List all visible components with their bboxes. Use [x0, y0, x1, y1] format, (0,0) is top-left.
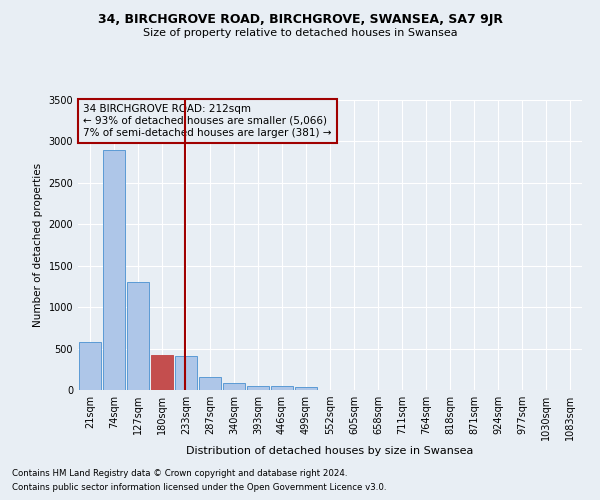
Text: 34, BIRCHGROVE ROAD, BIRCHGROVE, SWANSEA, SA7 9JR: 34, BIRCHGROVE ROAD, BIRCHGROVE, SWANSEA… — [97, 12, 503, 26]
Bar — [271, 386, 293, 390]
Bar — [175, 356, 197, 390]
Bar — [79, 342, 101, 390]
X-axis label: Distribution of detached houses by size in Swansea: Distribution of detached houses by size … — [187, 446, 473, 456]
Text: Size of property relative to detached houses in Swansea: Size of property relative to detached ho… — [143, 28, 457, 38]
Bar — [199, 376, 221, 390]
Text: Contains HM Land Registry data © Crown copyright and database right 2024.: Contains HM Land Registry data © Crown c… — [12, 468, 347, 477]
Y-axis label: Number of detached properties: Number of detached properties — [33, 163, 43, 327]
Text: Contains public sector information licensed under the Open Government Licence v3: Contains public sector information licen… — [12, 484, 386, 492]
Bar — [247, 386, 269, 390]
Bar — [223, 384, 245, 390]
Bar — [127, 282, 149, 390]
Bar — [103, 150, 125, 390]
Bar — [295, 386, 317, 390]
Text: 34 BIRCHGROVE ROAD: 212sqm
← 93% of detached houses are smaller (5,066)
7% of se: 34 BIRCHGROVE ROAD: 212sqm ← 93% of deta… — [83, 104, 332, 138]
Bar — [151, 355, 173, 390]
